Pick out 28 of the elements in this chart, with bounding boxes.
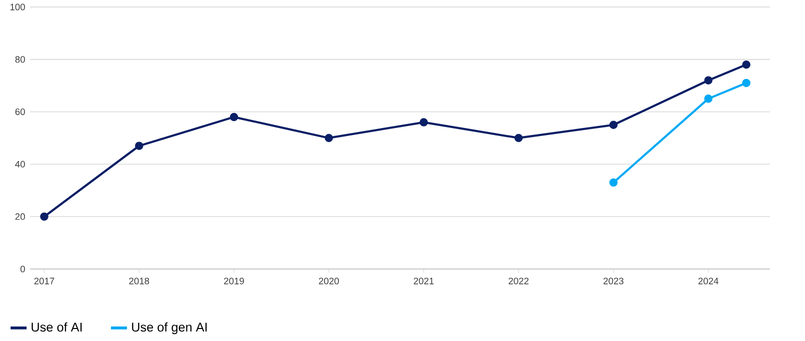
point (40, 212, 48, 221)
x-tick-label: 2024 (698, 278, 718, 284)
point (609, 178, 618, 187)
point (742, 60, 750, 69)
y-tick-label: 20 (15, 213, 25, 220)
y-tick-label: 60 (15, 108, 25, 116)
x-tick-label: 2023 (604, 278, 624, 284)
x-tick-label: 2019 (224, 278, 244, 284)
legend-label: Use of AI (32, 322, 82, 332)
y-tick-label: 80 (15, 56, 25, 63)
legend-label: Use of gen AI (132, 322, 207, 334)
x-tick-label: 2018 (129, 278, 150, 284)
point (514, 134, 523, 142)
x-tick-label: 2020 (318, 278, 339, 284)
y-tick-label: 100 (10, 4, 25, 10)
point (742, 78, 750, 88)
x-tick-label: 2021 (414, 278, 434, 284)
point (420, 118, 428, 126)
y-tick-label: 0 (20, 266, 25, 272)
y-tick-label: 40 (15, 160, 25, 168)
point (704, 76, 712, 84)
x-tick-label: 2022 (508, 278, 529, 284)
point (230, 112, 238, 122)
point (609, 120, 618, 130)
point (324, 134, 333, 142)
x-tick-label: 2017 (34, 278, 54, 284)
point (134, 142, 144, 150)
point (704, 94, 712, 103)
